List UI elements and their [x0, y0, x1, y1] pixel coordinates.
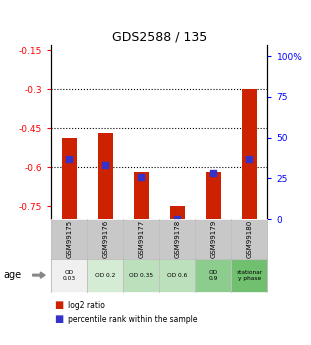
- Text: GSM99176: GSM99176: [102, 220, 108, 258]
- Text: log2 ratio: log2 ratio: [68, 301, 105, 310]
- Title: GDS2588 / 135: GDS2588 / 135: [112, 31, 207, 44]
- Text: OD 0.2: OD 0.2: [95, 273, 116, 278]
- Bar: [98, 133, 113, 219]
- Text: GSM99175: GSM99175: [66, 220, 72, 258]
- Text: ■: ■: [54, 300, 64, 310]
- Text: ■: ■: [54, 314, 64, 324]
- Text: GSM99178: GSM99178: [174, 220, 180, 258]
- Point: [139, 174, 144, 179]
- Text: OD 0.35: OD 0.35: [129, 273, 153, 278]
- Bar: [62, 138, 77, 219]
- Text: percentile rank within the sample: percentile rank within the sample: [68, 315, 198, 324]
- Bar: [170, 206, 185, 219]
- Point: [67, 156, 72, 161]
- Point: [247, 156, 252, 161]
- Text: OD
0.9: OD 0.9: [209, 270, 218, 280]
- Text: GSM99177: GSM99177: [138, 220, 144, 258]
- Text: OD 0.6: OD 0.6: [167, 273, 188, 278]
- Bar: [206, 172, 220, 219]
- Point: [103, 162, 108, 168]
- Text: OD
0.03: OD 0.03: [63, 270, 76, 280]
- Text: GSM99180: GSM99180: [246, 220, 253, 258]
- Point: [211, 171, 216, 176]
- Bar: [134, 172, 149, 219]
- Bar: [242, 89, 257, 219]
- Point: [175, 216, 180, 222]
- Text: age: age: [3, 270, 21, 280]
- Text: GSM99179: GSM99179: [211, 220, 216, 258]
- Text: stationar
y phase: stationar y phase: [236, 270, 262, 280]
